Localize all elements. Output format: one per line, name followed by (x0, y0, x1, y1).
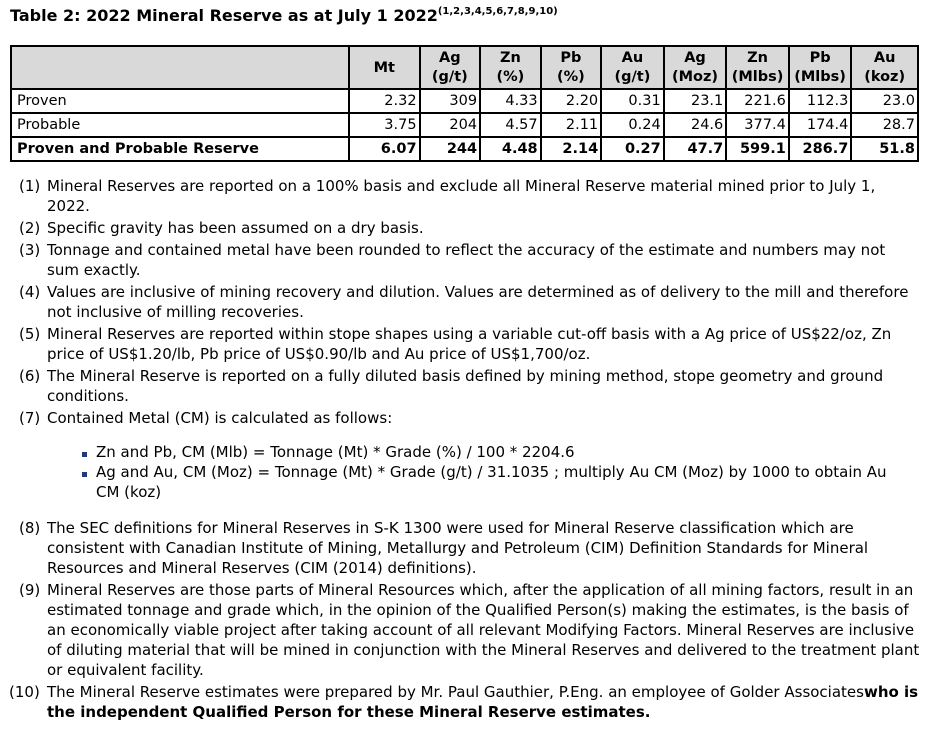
footnote-2: (2) Specific gravity has been assumed on … (0, 218, 930, 238)
footnote-text: Specific gravity has been assumed on a d… (47, 219, 424, 237)
cell-pb-grade: 2.11 (539, 112, 603, 138)
header-cell-label (10, 45, 350, 90)
row-label: Probable (10, 112, 350, 138)
footnote-text: The SEC definitions for Mineral Reserves… (47, 519, 869, 577)
cell-mt: 2.32 (347, 88, 421, 114)
header-cell-pb-metal: Pb (Mlbs) (787, 45, 853, 90)
footnote-number: (8) (19, 519, 41, 537)
formula-item-zn-pb: Zn and Pb, CM (Mlb) = Tonnage (Mt) * Gra… (0, 442, 930, 462)
cell-zn-grade: 4.57 (479, 112, 542, 138)
table-title: Table 2: 2022 Mineral Reserve as at July… (10, 6, 558, 25)
footnote-5: (5) Mineral Reserves are reported within … (0, 324, 930, 364)
cell-ag-grade: 309 (418, 88, 482, 114)
footnote-8: (8) The SEC definitions for Mineral Reser… (0, 518, 930, 578)
header-cell-zn-grade: Zn (%) (479, 45, 542, 90)
footnote-bold-text: who is the independent Qualified Person … (47, 683, 919, 721)
table-title-text: Table 2: 2022 Mineral Reserve as at July… (10, 6, 438, 25)
header-cell-au-metal: Au (koz) (850, 45, 919, 90)
table-title-footnote-refs: (1,2,3,4,5,6,7,8,9,10) (437, 6, 558, 17)
formula-text: Ag and Au, CM (Moz) = Tonnage (Mt) * Gra… (96, 463, 887, 501)
cell-pb-metal: 286.7 (787, 136, 853, 162)
footnote-number: (4) (19, 283, 41, 301)
cell-ag-metal: 47.7 (662, 136, 728, 162)
cell-pb-metal: 112.3 (787, 88, 853, 114)
cell-mt: 3.75 (347, 112, 421, 138)
cell-pb-grade: 2.20 (539, 88, 603, 114)
header-cell-mt: Mt (347, 45, 421, 90)
header-cell-pb-grade: Pb (%) (539, 45, 603, 90)
cell-zn-metal: 377.4 (725, 112, 790, 138)
footnote-text: Tonnage and contained metal have been ro… (47, 241, 886, 279)
header-cell-au-grade: Au (g/t) (600, 45, 665, 90)
cell-mt: 6.07 (347, 136, 421, 162)
footnote-number: (7) (19, 409, 41, 427)
footnote-number: (3) (19, 241, 41, 259)
square-bullet-icon (82, 452, 87, 457)
mineral-reserve-table: Mt Ag (g/t) Zn (%) Pb (%) Au (g/t) Ag (Moz) Z… (10, 45, 919, 162)
footnote-number: (1) (19, 177, 41, 195)
cell-au-grade: 0.31 (600, 88, 665, 114)
footnotes: (1) Mineral Reserves are reported on a 10… (0, 176, 930, 724)
table-header-row: Mt Ag (g/t) Zn (%) Pb (%) Au (g/t) Ag (Moz) Z… (10, 45, 919, 90)
table-row-probable: Probable 3.75 204 4.57 2.11 0.24 24.6 37… (10, 112, 919, 138)
cell-au-grade: 0.27 (600, 136, 665, 162)
footnote-4: (4) Values are inclusive of mining recove… (0, 282, 930, 322)
footnote-7: (7) Contained Metal (CM) is calculated as… (0, 408, 930, 428)
footnote-number: (10) (9, 683, 40, 701)
footnote-6: (6) The Mineral Reserve is reported on a … (0, 366, 930, 406)
footnote-3: (3) Tonnage and contained metal have been… (0, 240, 930, 280)
cell-ag-grade: 204 (418, 112, 482, 138)
footnote-text: The Mineral Reserve is reported on a ful… (47, 367, 884, 405)
cell-zn-grade: 4.48 (479, 136, 542, 162)
footnote-text: Mineral Reserves are reported within sto… (47, 325, 892, 363)
cell-au-metal: 51.8 (850, 136, 919, 162)
cell-zn-grade: 4.33 (479, 88, 542, 114)
footnote-text: Mineral Reserves are those parts of Mine… (47, 581, 920, 679)
cell-ag-metal: 23.1 (662, 88, 728, 114)
footnote-number: (6) (19, 367, 41, 385)
formula-item-ag-au: Ag and Au, CM (Moz) = Tonnage (Mt) * Gra… (0, 462, 930, 502)
cell-au-metal: 23.0 (850, 88, 919, 114)
footnote-number: (2) (19, 219, 41, 237)
cell-pb-metal: 174.4 (787, 112, 853, 138)
table-row-total: Proven and Probable Reserve 6.07 244 4.4… (10, 136, 919, 162)
cell-au-grade: 0.24 (600, 112, 665, 138)
cell-pb-grade: 2.14 (539, 136, 603, 162)
square-bullet-icon (82, 472, 87, 477)
footnote-number: (9) (19, 581, 41, 599)
row-label: Proven (10, 88, 350, 114)
cell-au-metal: 28.7 (850, 112, 919, 138)
header-cell-ag-metal: Ag (Moz) (662, 45, 728, 90)
footnote-text: Contained Metal (CM) is calculated as fo… (47, 409, 393, 427)
footnote-9: (9) Mineral Reserves are those parts of M… (0, 580, 930, 680)
cell-zn-metal: 221.6 (725, 88, 790, 114)
footnote-number: (5) (19, 325, 41, 343)
footnote-text: Values are inclusive of mining recovery … (47, 283, 909, 321)
table-row-proven: Proven 2.32 309 4.33 2.20 0.31 23.1 221.… (10, 88, 919, 114)
cell-zn-metal: 599.1 (725, 136, 790, 162)
header-cell-ag-grade: Ag (g/t) (418, 45, 482, 90)
footnote-1: (1) Mineral Reserves are reported on a 10… (0, 176, 930, 216)
cell-ag-grade: 244 (418, 136, 482, 162)
row-label: Proven and Probable Reserve (10, 136, 350, 162)
footnote-10: (10) The Mineral Reserve estimates were p… (0, 682, 930, 722)
header-cell-zn-metal: Zn (Mlbs) (725, 45, 790, 90)
footnote-text: The Mineral Reserve estimates were prepa… (47, 683, 864, 701)
cell-ag-metal: 24.6 (662, 112, 728, 138)
contained-metal-formulas: Zn and Pb, CM (Mlb) = Tonnage (Mt) * Gra… (0, 442, 930, 502)
footnote-text: Mineral Reserves are reported on a 100% … (47, 177, 876, 215)
formula-text: Zn and Pb, CM (Mlb) = Tonnage (Mt) * Gra… (96, 443, 575, 461)
